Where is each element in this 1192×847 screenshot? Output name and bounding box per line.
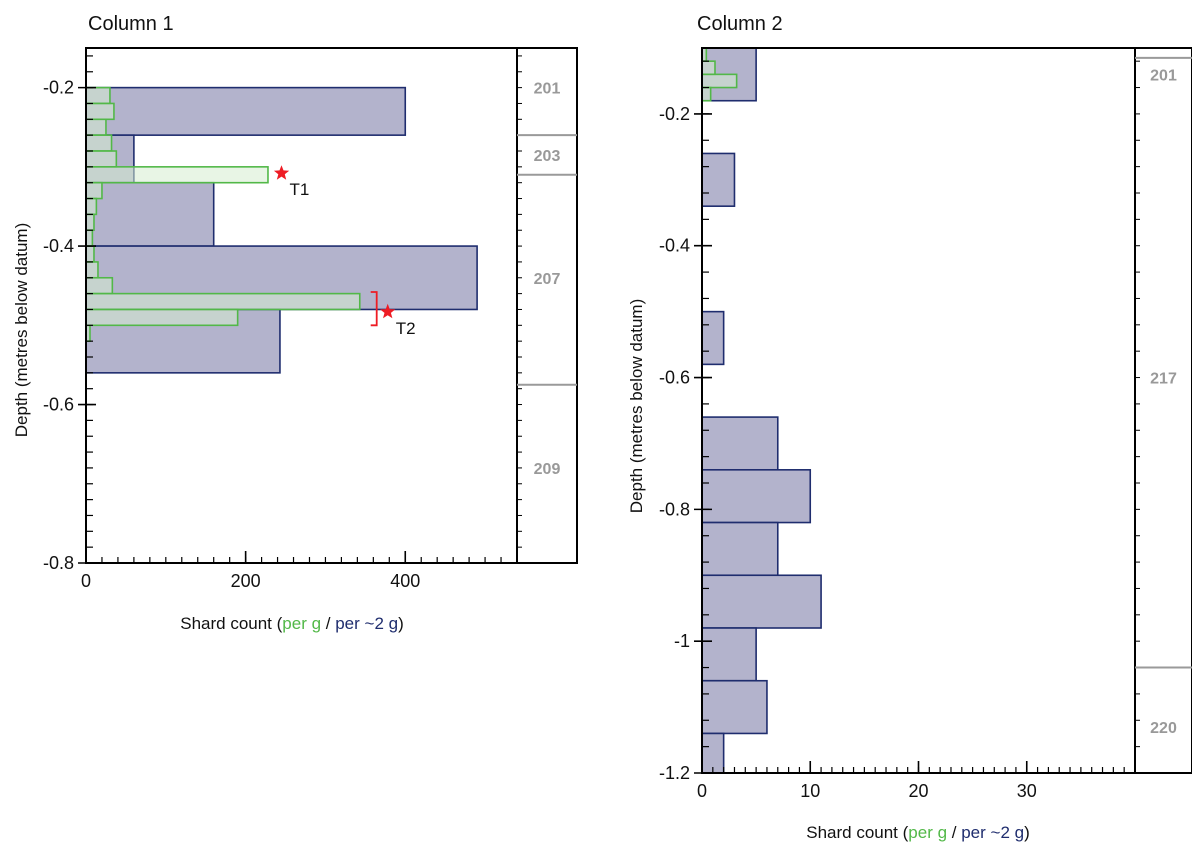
plot-frame [701, 47, 1136, 774]
y-tick-label: -0.4 [659, 236, 690, 256]
blue-series [701, 47, 822, 774]
green-bar [85, 86, 111, 105]
x-tick-label: 0 [81, 571, 91, 591]
x-tick-label: 200 [231, 571, 261, 591]
y-tick-label: -1 [674, 631, 690, 651]
blue-bar [701, 679, 768, 735]
bracket [370, 291, 378, 327]
green-bar [85, 181, 103, 200]
x-tick-label: 10 [800, 781, 820, 801]
blue-series [85, 86, 478, 374]
y-tick-label: -0.8 [43, 553, 74, 573]
x-axis-label: Shard count (per g / per ~2 g) [806, 823, 1030, 842]
y-tick-label: -1.2 [659, 763, 690, 783]
x-tick-label: 20 [908, 781, 928, 801]
green-bar [85, 118, 107, 136]
unit-label: 201 [1150, 67, 1177, 84]
blue-bar [701, 416, 779, 471]
blue-bar [701, 627, 757, 682]
unit-label: 220 [1150, 720, 1177, 737]
green-bar [701, 60, 716, 76]
green-bar [85, 245, 95, 263]
star-icon [273, 165, 290, 180]
panel-title: Column 2 [697, 13, 783, 35]
green-bar [701, 73, 738, 89]
blue-bar [701, 310, 725, 366]
unit-column-frame [1134, 47, 1192, 774]
unit-label: 201 [534, 81, 561, 98]
unit-column-frame [516, 47, 578, 564]
green-bar [85, 308, 239, 327]
blue-bar [85, 181, 215, 247]
green-bar [701, 86, 712, 102]
blue-bar [701, 469, 812, 524]
green-bar [85, 292, 361, 311]
green-bar [85, 213, 95, 232]
x-tick-label: 0 [697, 781, 707, 801]
y-tick-label: -0.4 [43, 236, 74, 256]
x-axis-label: Shard count (per g / per ~2 g) [180, 614, 404, 633]
axes [85, 47, 578, 564]
y-tick-label: -0.2 [659, 104, 690, 124]
green-bar [85, 276, 114, 295]
star-icon [380, 303, 396, 319]
blue-bar [701, 152, 736, 207]
unit-label: 217 [1150, 371, 1177, 388]
y-tick-label: -0.8 [659, 499, 690, 519]
x-tick-label: 30 [1017, 781, 1037, 801]
green-bar [85, 102, 115, 121]
ticks: -0.2 -0.4 -0.6 -0.8 -1 -1.2 0 10 20 30 [659, 60, 1140, 801]
green-bar [85, 134, 113, 152]
blue-bar [701, 574, 822, 629]
tephra-marker-label: T2 [396, 319, 416, 338]
blue-bar [701, 521, 779, 577]
unit-column: 201 203 207 209 [517, 81, 577, 478]
y-tick-label: -0.6 [43, 395, 74, 415]
green-bar [85, 166, 269, 184]
unit-label: 207 [534, 271, 561, 288]
panel-column-2: Column 2 -0.2 -0.4 -0.6 -0.8 -1 -1.2 0 10 20 30 2… [627, 13, 1192, 842]
annotations: T1 T2 [273, 165, 416, 338]
unit-label: 209 [534, 461, 561, 478]
green-bar [85, 150, 118, 168]
y-tick-label: -0.2 [43, 78, 74, 98]
ticks: -0.2 -0.4 -0.6 -0.8 0 200 400 [43, 55, 522, 591]
axes [701, 47, 1192, 774]
unit-label: 203 [534, 148, 561, 165]
green-series [85, 86, 361, 342]
blue-bar [85, 86, 407, 136]
panel-title: Column 1 [88, 13, 174, 35]
green-bar [85, 197, 98, 216]
tephra-marker-label: T1 [290, 180, 310, 199]
panel-column-1: Column 1 -0.2-0.4-0.6-0.80 200 400 2012032… [12, 13, 578, 633]
x-tick-label: 400 [390, 571, 420, 591]
y-tick-label: -0.6 [659, 368, 690, 388]
y-axis-label: Depth (metres below datum) [12, 223, 31, 437]
unit-column: 201 217 220 [1135, 56, 1192, 737]
green-bar [85, 261, 99, 279]
y-axis-label: Depth (metres below datum) [627, 299, 646, 513]
